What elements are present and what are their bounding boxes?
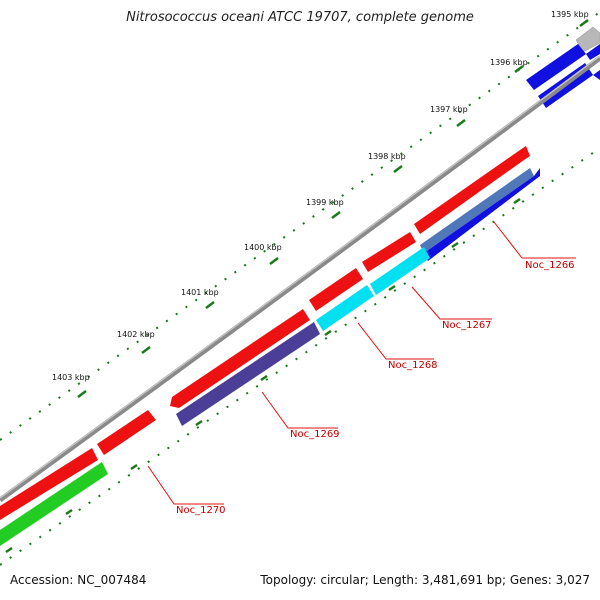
gene-label-noc-1266[interactable]: Noc_1266 <box>525 260 575 271</box>
ruler-labels: 1395 kbp 1396 kbp 1397 kbp 1398 kbp 1399… <box>52 10 589 382</box>
reverse-strand-genes <box>0 168 540 546</box>
gene-feature-blue <box>526 44 586 90</box>
callout-line-noc-1270 <box>147 465 224 505</box>
tick-label: 1400 kbp <box>244 243 282 252</box>
tick-label: 1398 kbp <box>368 152 406 161</box>
ruler-tick <box>579 19 589 27</box>
ruler-tick <box>331 211 341 219</box>
tick-label: 1399 kbp <box>306 198 344 207</box>
ruler-tick <box>205 301 215 309</box>
ruler-tick <box>324 329 332 337</box>
ruler-outer <box>0 11 600 441</box>
tick-label: 1396 kbp <box>490 58 528 67</box>
ruler-tick <box>77 390 87 398</box>
gene-feature-green <box>0 462 108 546</box>
ruler-tick <box>65 508 73 516</box>
gene-feature-red <box>0 448 98 520</box>
ruler-tick <box>513 197 521 205</box>
callout-line-noc-1268 <box>357 322 434 360</box>
callout-line-noc-1267 <box>411 286 492 320</box>
backbone-line <box>0 55 600 503</box>
forward-strand-genes <box>0 146 530 520</box>
gene-feature-purple <box>176 322 320 426</box>
gene-label-noc-1268[interactable]: Noc_1268 <box>388 360 438 371</box>
genome-summary-text: Topology: circular; Length: 3,481,691 bp… <box>260 573 590 587</box>
genome-backbone <box>0 55 600 503</box>
ruler-tick <box>141 346 151 354</box>
ruler-tick <box>451 241 459 249</box>
ruler-tick <box>393 165 403 173</box>
ruler-inner-dots <box>0 147 600 566</box>
ruler-tick <box>514 65 524 73</box>
gene-label-noc-1267[interactable]: Noc_1267 <box>442 320 492 331</box>
ruler-tick <box>388 284 396 292</box>
gene-feature-cyan <box>316 285 374 331</box>
ruler-tick <box>456 119 466 127</box>
tick-label: 1402 kbp <box>117 330 155 339</box>
gene-feature-cyan <box>370 247 430 295</box>
gene-feature-red <box>362 232 416 272</box>
genome-title: Nitrosococcus oceani ATCC 19707, complet… <box>126 10 474 25</box>
gene-label-noc-1269[interactable]: Noc_1269 <box>290 429 340 440</box>
backbone-highlight <box>0 55 600 499</box>
ruler-tick <box>260 374 268 382</box>
accession-text: Accession: NC_007484 <box>10 573 147 587</box>
gene-feature-blue <box>586 44 600 60</box>
ruler-tick <box>5 546 13 554</box>
tick-label: 1395 kbp <box>551 10 589 19</box>
gene-feature-red <box>170 309 310 408</box>
ruler-tick <box>130 463 138 471</box>
ruler-tick <box>195 419 203 427</box>
gene-callouts: Noc_1266 Noc_1267 Noc_1268 Noc_1269 Noc_… <box>147 221 576 516</box>
gene-feature-blue <box>593 70 600 80</box>
ruler-outer-dots <box>0 11 600 441</box>
tick-label: 1397 kbp <box>430 105 468 114</box>
gene-feature-red <box>309 268 363 311</box>
ruler-inner <box>0 147 600 566</box>
gene-feature-blue <box>424 168 540 261</box>
callout-line-noc-1266 <box>493 221 576 259</box>
gene-feature-red <box>414 146 530 234</box>
gene-feature-red <box>97 410 156 455</box>
callout-line-noc-1269 <box>261 391 338 429</box>
tick-label: 1403 kbp <box>52 373 90 382</box>
ruler-tick <box>269 257 279 265</box>
tick-label: 1401 kbp <box>181 288 219 297</box>
gene-feature-steelblue <box>420 168 534 253</box>
gene-label-noc-1270[interactable]: Noc_1270 <box>176 505 226 516</box>
